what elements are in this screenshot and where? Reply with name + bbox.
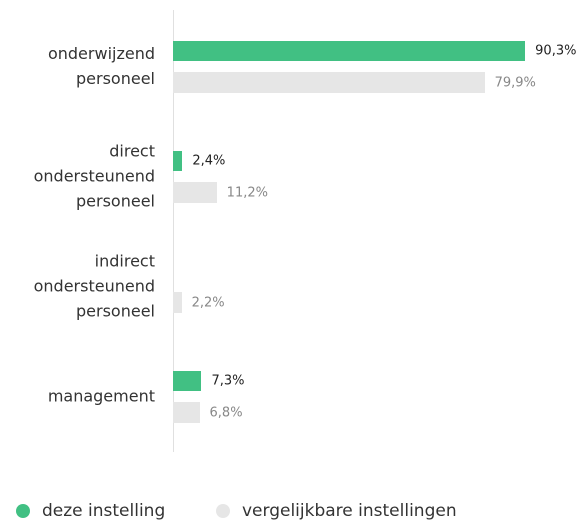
bar xyxy=(173,402,200,423)
legend-label: vergelijkbare instellingen xyxy=(242,501,457,520)
legend-label: deze instelling xyxy=(42,501,166,520)
bar xyxy=(173,41,526,61)
bar xyxy=(173,151,183,171)
category-label: management xyxy=(47,386,155,406)
value-label: 11,2% xyxy=(226,185,268,200)
value-label: 6,8% xyxy=(209,405,243,420)
category-label: direct ondersteunend personeel xyxy=(33,141,155,211)
axis-line xyxy=(173,10,174,452)
category-label: indirect ondersteunend personeel xyxy=(33,251,155,321)
value-label: 2,2% xyxy=(191,295,225,310)
legend-marker xyxy=(216,504,230,518)
bar xyxy=(173,371,202,391)
value-label: 2,4% xyxy=(192,153,226,169)
value-label: 7,3% xyxy=(211,373,245,389)
bar xyxy=(173,292,182,313)
value-label: 90,3% xyxy=(535,43,577,59)
value-label: 79,9% xyxy=(494,75,536,90)
legend-marker xyxy=(16,504,30,518)
bar xyxy=(173,182,217,203)
bar xyxy=(173,72,485,93)
category-label: onderwijzend personeel xyxy=(47,44,155,88)
